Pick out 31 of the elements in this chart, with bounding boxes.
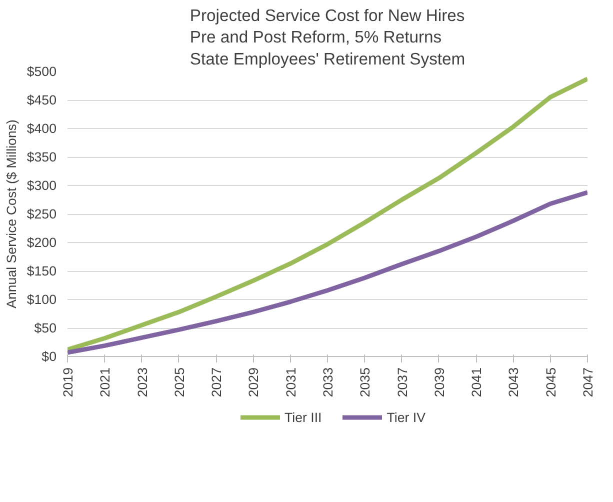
x-tick-label: 2025 <box>172 367 187 398</box>
x-tick-label: 2035 <box>358 367 373 398</box>
x-tick-label: 2019 <box>60 367 76 398</box>
x-tick-label: 2037 <box>394 367 410 398</box>
x-tick-label: 2031 <box>283 367 298 398</box>
x-tick-label: 2027 <box>209 367 224 398</box>
y-tick-label: $300 <box>26 178 57 193</box>
y-tick-label: $50 <box>34 320 57 336</box>
y-axis-title: Annual Service Cost ($ Millions) <box>4 120 19 308</box>
y-tick-label: $200 <box>26 235 57 250</box>
y-tick-label: $100 <box>26 292 57 307</box>
y-tick-label: $0 <box>42 349 57 364</box>
x-tick-label: 2029 <box>246 367 262 398</box>
y-tick-label: $400 <box>26 121 57 136</box>
x-tick-label: 2045 <box>543 367 558 398</box>
x-tick-label: 2023 <box>134 367 150 398</box>
y-tick-label: $450 <box>26 92 57 108</box>
x-tick-label: 2039 <box>432 367 447 398</box>
x-tick-label: 2033 <box>320 367 336 398</box>
chart-title: Projected Service Cost for New Hires Pre and Post Reform, 5% Returns State Employees' Retirement System <box>190 6 466 68</box>
y-tick-label: $150 <box>26 264 57 278</box>
x-tick-label: 2047 <box>580 367 596 398</box>
y-tick-label: $500 <box>26 64 57 79</box>
line-series <box>68 76 588 352</box>
x-tick-label: 2043 <box>506 367 522 398</box>
legend-label: Tier IV <box>386 410 426 424</box>
x-tick-label: 2021 <box>98 367 113 398</box>
legend-label: Tier III <box>284 410 322 424</box>
y-tick-label: $250 <box>26 206 57 222</box>
y-tick-label: $350 <box>26 150 57 164</box>
x-tick-label: 2041 <box>469 367 484 398</box>
